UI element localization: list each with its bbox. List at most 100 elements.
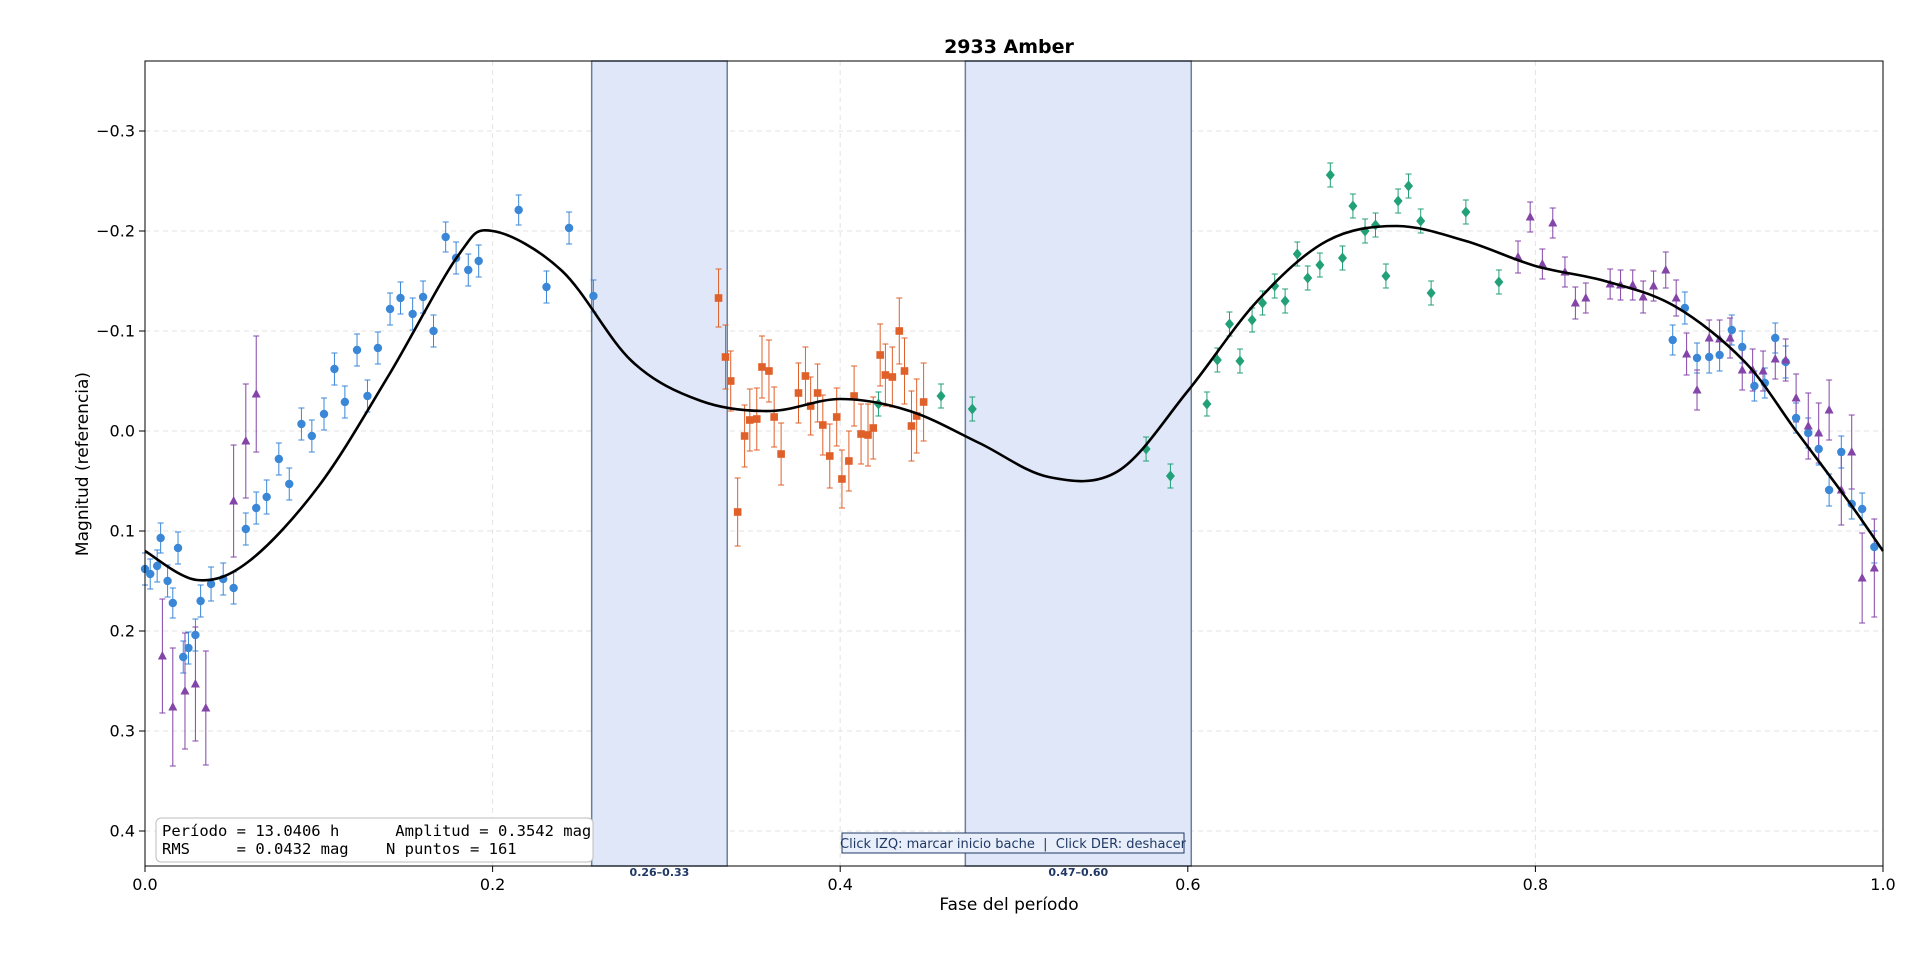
data-point-triangle xyxy=(1814,428,1824,437)
data-point-diamond xyxy=(1280,295,1290,307)
data-point-triangle xyxy=(180,686,190,695)
data-point-square xyxy=(806,402,815,410)
band-label: 0.26–0.33 xyxy=(630,866,690,879)
data-point-circle xyxy=(179,652,188,662)
data-point-circle xyxy=(408,309,417,319)
data-point-circle xyxy=(1824,485,1834,495)
plot-frame xyxy=(144,60,1884,867)
data-point-circle xyxy=(429,326,438,336)
data-point-triangle xyxy=(1581,293,1591,302)
data-point-diamond xyxy=(1393,195,1403,207)
data-point-square xyxy=(907,422,916,430)
data-point-diamond xyxy=(1426,287,1436,299)
data-point-diamond xyxy=(1202,398,1212,410)
data-point-circle xyxy=(152,561,162,571)
data-point-circle xyxy=(363,391,372,401)
data-point-square xyxy=(714,294,723,302)
y-tick-label: 0.4 xyxy=(110,822,135,841)
y-tick-label: 0.0 xyxy=(110,422,135,441)
stats-line-period: Período = 13.0406 h Amplitud = 0.3542 ma… xyxy=(162,822,591,840)
data-point-square xyxy=(845,457,853,465)
y-tick-label: −0.3 xyxy=(96,122,135,141)
phase-gap-band xyxy=(964,60,1193,867)
band-label: 0.47–0.60 xyxy=(1048,866,1108,879)
hint-text: Click IZQ: marcar inicio bache | Click D… xyxy=(840,837,1187,852)
data-point-diamond xyxy=(1247,314,1257,326)
data-point-square xyxy=(770,413,778,421)
data-point-circle xyxy=(396,293,405,303)
data-point-triangle xyxy=(1638,292,1648,301)
data-point-triangle xyxy=(1525,212,1535,221)
data-point-circle xyxy=(564,223,574,233)
data-point-circle xyxy=(589,291,598,301)
data-point-circle xyxy=(1814,444,1823,454)
data-point-circle xyxy=(373,343,383,353)
data-point-diamond xyxy=(1235,355,1245,367)
data-point-square xyxy=(794,389,803,397)
x-tick-label: 0.2 xyxy=(480,875,505,894)
x-tick-label: 0.6 xyxy=(1175,875,1200,894)
data-point-triangle xyxy=(1857,573,1867,582)
data-point-triangle xyxy=(1847,447,1857,456)
data-point-circle xyxy=(1857,504,1867,514)
data-point-triangle xyxy=(1704,333,1714,342)
data-points xyxy=(140,169,1879,712)
hint-box xyxy=(841,832,1185,854)
y-tick-label: 0.2 xyxy=(110,622,135,641)
data-point-square xyxy=(838,475,846,483)
data-point-circle xyxy=(1791,413,1801,423)
data-point-square xyxy=(740,432,749,440)
data-point-diamond xyxy=(1494,276,1504,288)
data-point-square xyxy=(746,416,754,424)
fit-curve xyxy=(144,224,1885,582)
data-point-circle xyxy=(307,431,317,441)
data-point-circle xyxy=(297,419,306,429)
data-point-diamond xyxy=(1381,270,1391,282)
data-point-square xyxy=(895,327,904,335)
data-point-circle xyxy=(542,282,551,292)
data-point-circle xyxy=(1804,428,1813,438)
stats-box-frame xyxy=(155,817,594,863)
data-point-circle xyxy=(274,454,284,464)
data-point-triangle xyxy=(1758,366,1768,375)
y-tick-label: −0.1 xyxy=(96,322,135,341)
data-point-triangle xyxy=(1682,349,1692,358)
data-point-triangle xyxy=(1803,421,1813,430)
data-point-circle xyxy=(385,304,395,314)
data-point-square xyxy=(801,372,810,380)
data-point-diamond xyxy=(1225,318,1235,330)
data-point-circle xyxy=(229,583,238,593)
data-point-triangle xyxy=(157,651,167,660)
data-point-diamond xyxy=(1325,169,1335,181)
data-point-circle xyxy=(196,596,205,606)
axes: 0.0 0.2 0.4 0.6 0.8 1.0 −0.3 −0.2 −0.1 0.0 0.1 0.2 0… xyxy=(96,122,1896,895)
data-point-triangle xyxy=(1869,563,1879,572)
data-point-square xyxy=(721,353,730,361)
data-point-circle xyxy=(163,576,172,586)
data-point-square xyxy=(900,367,909,375)
y-tick-label: 0.1 xyxy=(110,522,135,541)
data-point-diamond xyxy=(1348,200,1358,212)
data-point-circle xyxy=(1705,352,1714,362)
data-point-circle xyxy=(330,364,339,374)
data-point-triangle xyxy=(1824,405,1834,414)
data-point-square xyxy=(857,430,865,438)
data-point-square xyxy=(864,431,872,439)
data-point-diamond xyxy=(1212,354,1222,366)
phase-gap-bands: 0.26–0.33 0.47–0.60 xyxy=(590,60,1193,879)
data-point-circle xyxy=(168,598,178,608)
data-point-square xyxy=(819,421,827,429)
data-point-diamond xyxy=(1416,215,1426,227)
data-point-circle xyxy=(285,479,294,489)
data-point-diamond xyxy=(1315,259,1325,271)
data-point-circle xyxy=(1837,447,1846,457)
data-point-triangle xyxy=(1692,385,1702,394)
data-point-square xyxy=(881,371,890,379)
data-point-diamond xyxy=(1165,470,1175,482)
data-point-circle xyxy=(1750,381,1759,391)
data-point-diamond xyxy=(1337,252,1347,264)
data-point-triangle xyxy=(1537,259,1547,268)
data-point-circle xyxy=(418,292,428,302)
x-tick-label: 0.0 xyxy=(132,875,157,894)
